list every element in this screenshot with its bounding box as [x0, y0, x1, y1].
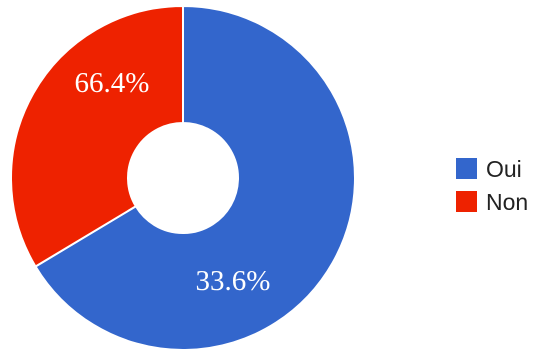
slice-label-oui: 66.4% [75, 67, 150, 99]
slice-oui[interactable] [34, 4, 356, 351]
slice-labels: 66.4% 33.6% [75, 67, 271, 297]
legend-swatch-oui [456, 158, 477, 179]
legend-label-oui[interactable]: Oui [486, 156, 522, 182]
legend: Oui Non [456, 156, 528, 215]
legend-swatch-non [456, 191, 477, 212]
pie-slices [10, 4, 356, 351]
legend-label-non[interactable]: Non [486, 189, 528, 215]
slice-non[interactable] [10, 4, 184, 268]
slice-label-non: 33.6% [196, 265, 271, 297]
